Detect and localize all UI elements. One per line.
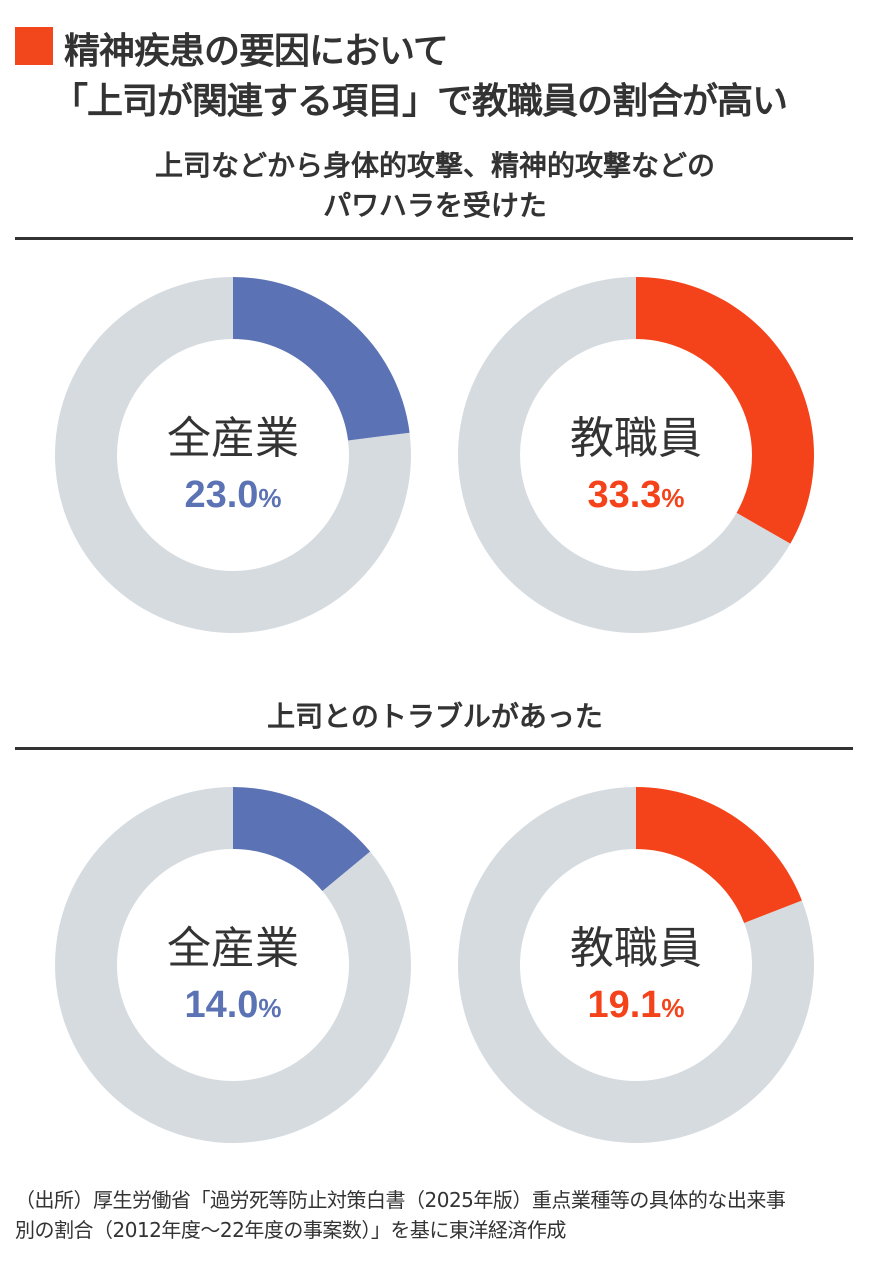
title-line-2: 「上司が関連する項目」で教職員の割合が高い [52, 81, 788, 122]
donut-0-0: 全産業 23.0% [54, 277, 411, 634]
section-1-divider [15, 237, 853, 240]
donut-remainder-slice [457, 787, 814, 1143]
source-line-2: 別の割合（2012年度〜22年度の事案数）」を基に東洋経済作成 [15, 1218, 566, 1242]
donut-remainder-slice [54, 277, 411, 634]
section-2-divider [15, 747, 853, 750]
section-1-title-line-1: 上司などから身体的攻撃、精神的攻撃などの [154, 149, 715, 182]
donut-category-label: 教職員 [570, 413, 702, 464]
donut-remainder-slice [457, 277, 791, 633]
section-1-title-line-2: パワハラを受けた [323, 189, 547, 222]
donut-value-slice [233, 787, 371, 892]
donut-1-1: 教職員 19.1% [457, 787, 814, 1143]
donut-0-1: 教職員 33.3% [457, 277, 814, 633]
donut-category-label: 全産業 [167, 413, 299, 464]
donut-remainder-slice [55, 787, 412, 1143]
donut-value-slice [636, 787, 802, 923]
title-line-1: 精神疾患の要因において [64, 31, 449, 72]
donut-value-label: 33.3% [587, 474, 684, 516]
section-2-title: 上司とのトラブルがあった [267, 700, 603, 733]
title-marker [15, 27, 53, 65]
donut-value-slice [233, 277, 410, 441]
donut-value-slice [636, 277, 814, 544]
source-line-1: （出所）厚生労働省「過労死等防止対策白書（2025年版）重点業種等の具体的な出来… [15, 1188, 786, 1212]
donut-category-label: 全産業 [167, 923, 299, 974]
donut-1-0: 全産業 14.0% [55, 787, 412, 1143]
donut-value-label: 19.1% [587, 984, 684, 1026]
donut-value-label: 23.0% [184, 474, 281, 516]
donut-value-label: 14.0% [184, 984, 281, 1026]
donut-category-label: 教職員 [570, 923, 702, 974]
